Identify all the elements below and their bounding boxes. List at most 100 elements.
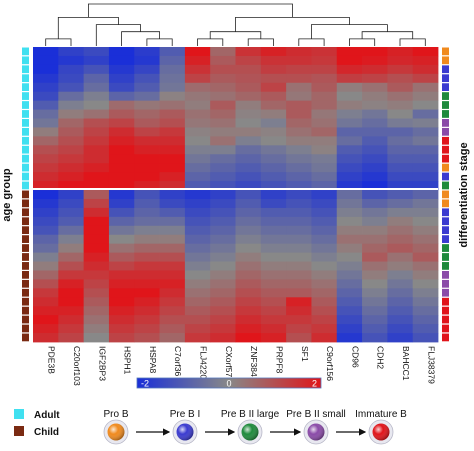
gene-label: CD96 — [350, 346, 360, 368]
heatmap-cell — [58, 216, 85, 227]
heatmap-cell — [108, 306, 135, 316]
heatmap-cell — [286, 181, 312, 191]
heatmap-cell — [387, 270, 414, 280]
heatmap-cell — [387, 154, 414, 164]
heatmap-cell — [412, 261, 439, 271]
heatmap-cell — [83, 190, 110, 200]
heatmap-cell — [336, 118, 363, 128]
heatmap-cell — [108, 82, 135, 93]
heatmap-cell — [159, 109, 186, 119]
heatmap-cell — [387, 163, 414, 173]
heatmap-cell — [235, 207, 262, 218]
heatmap-cell — [412, 333, 439, 343]
heatmap-cell — [184, 100, 211, 110]
heatmap-cell — [260, 82, 287, 93]
heatmap-cell — [33, 270, 59, 280]
heatmap-cell — [83, 261, 110, 271]
heatmap-cell — [311, 234, 338, 245]
heatmap-cell — [336, 279, 363, 289]
stage-marker — [442, 172, 449, 181]
stage-marker — [442, 119, 449, 127]
heatmap-cell — [412, 64, 439, 75]
gene-labels: PDE3B C20orf103 IGF2BP3 HSPH1 HSPA8 C7orf36 FL… — [47, 346, 437, 386]
heatmap-cell — [387, 118, 414, 128]
heatmap-cell — [336, 154, 363, 164]
heatmap-cell — [58, 109, 85, 119]
heatmap-cell — [235, 315, 262, 325]
heatmap-cell — [134, 73, 160, 84]
heatmap-cell — [387, 279, 414, 289]
heatmap-cell — [83, 252, 110, 262]
heatmap-cell — [33, 154, 59, 164]
heatmap-cell — [108, 163, 135, 173]
dendrogram-branch — [57, 17, 119, 39]
dendrogram-branch — [146, 38, 173, 46]
column-dendrogram — [45, 3, 426, 46]
heatmap-cell — [210, 198, 236, 209]
heatmap-cell — [362, 154, 388, 164]
age-group-marker — [22, 145, 29, 154]
age-group-marker — [22, 297, 29, 306]
stage-label: Pre B I — [170, 409, 201, 420]
heatmap-cell — [108, 64, 135, 75]
heatmap-cell — [159, 252, 186, 262]
heatmap-cell — [286, 109, 312, 119]
heatmap-cell — [235, 324, 262, 334]
age-group-marker — [22, 190, 29, 199]
heatmap-cell — [108, 234, 135, 245]
stage-label: Immature B — [355, 409, 407, 420]
heatmap-cell — [159, 163, 186, 173]
heatmap-cell — [412, 55, 439, 66]
heatmap-cell — [235, 145, 262, 155]
heatmap-cell — [184, 64, 211, 75]
heatmap-cell — [362, 64, 388, 75]
heatmap-cell — [362, 181, 388, 191]
stage-marker — [442, 163, 449, 172]
heatmap-cell — [58, 315, 85, 325]
heatmap-cell — [336, 127, 363, 137]
heatmap-cell — [33, 225, 59, 236]
age-group-marker — [22, 324, 29, 333]
heatmap-cell — [235, 172, 262, 182]
heatmap-cell — [134, 118, 160, 128]
heatmap-cell — [362, 225, 388, 236]
stage-marker — [442, 65, 449, 74]
heatmap-cell — [286, 172, 312, 182]
heatmap-cell — [311, 261, 338, 271]
heatmap-cell — [108, 145, 135, 155]
heatmap-cell — [235, 297, 262, 307]
heatmap-cell — [412, 181, 439, 191]
heatmap-cell — [83, 207, 110, 218]
heatmap-cell — [184, 172, 211, 182]
heatmap-cell — [210, 225, 236, 236]
heatmap-cell — [235, 306, 262, 316]
heatmap-cell — [260, 306, 287, 316]
heatmap-cell — [412, 136, 439, 146]
heatmap-cell — [134, 190, 160, 200]
heatmap-cell — [58, 324, 85, 334]
heatmap-cell — [83, 288, 110, 298]
heatmap-cell — [134, 225, 160, 236]
heatmap-cell — [336, 190, 363, 200]
heatmap-cell — [311, 288, 338, 298]
heatmap-cell — [235, 216, 262, 227]
age-group-marker — [22, 199, 29, 208]
heatmap-cell — [387, 216, 414, 227]
dendrogram-branch — [45, 38, 72, 46]
heatmap-cell — [311, 324, 338, 334]
heatmap-cell — [412, 127, 439, 137]
age-group-marker — [22, 110, 29, 118]
heatmap-cell — [134, 288, 160, 298]
heatmap-cell — [134, 261, 160, 271]
heatmap-cell — [235, 181, 262, 191]
heatmap-cell — [33, 243, 59, 254]
heatmap-cell — [33, 181, 59, 191]
heatmap-cell — [235, 100, 262, 110]
heatmap-cell — [159, 82, 186, 93]
heatmap-cell — [311, 306, 338, 316]
heatmap-cell — [83, 279, 110, 289]
gene-label: CXorf57 — [224, 346, 234, 377]
heatmap-cell — [58, 145, 85, 155]
heatmap-cell — [387, 324, 414, 334]
heatmap-cell — [184, 333, 211, 343]
